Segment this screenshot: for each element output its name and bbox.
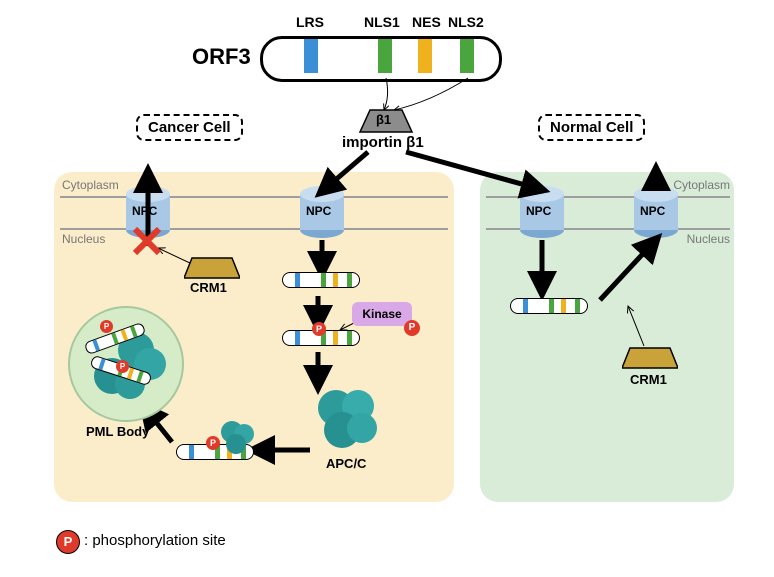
crm1-normal-label: CRM1 [630,372,667,387]
legend-p-circle: P [56,530,80,554]
red-x [132,226,162,256]
arrows-overlay [0,0,774,577]
kinase-label: Kinase [362,307,401,321]
kinase-shape: Kinase [352,302,412,326]
p-orf3-2: P [312,322,326,336]
orf3-normal [510,298,588,314]
p-pml-1: P [100,320,113,333]
crm1-cancer-shape [184,256,240,280]
apc-on-orf3 [218,418,258,454]
p-kinase: P [404,320,420,336]
pml-label: PML Body [86,424,149,439]
apc-label: APC/C [326,456,366,471]
p-pml-2: P [116,360,129,373]
crm1-normal-shape [622,346,678,370]
apc-shape [314,386,384,452]
legend-p-text: : phosphorylation site [84,532,226,549]
orf3-small-1 [282,272,360,288]
crm1-cancer-label: CRM1 [190,280,227,295]
